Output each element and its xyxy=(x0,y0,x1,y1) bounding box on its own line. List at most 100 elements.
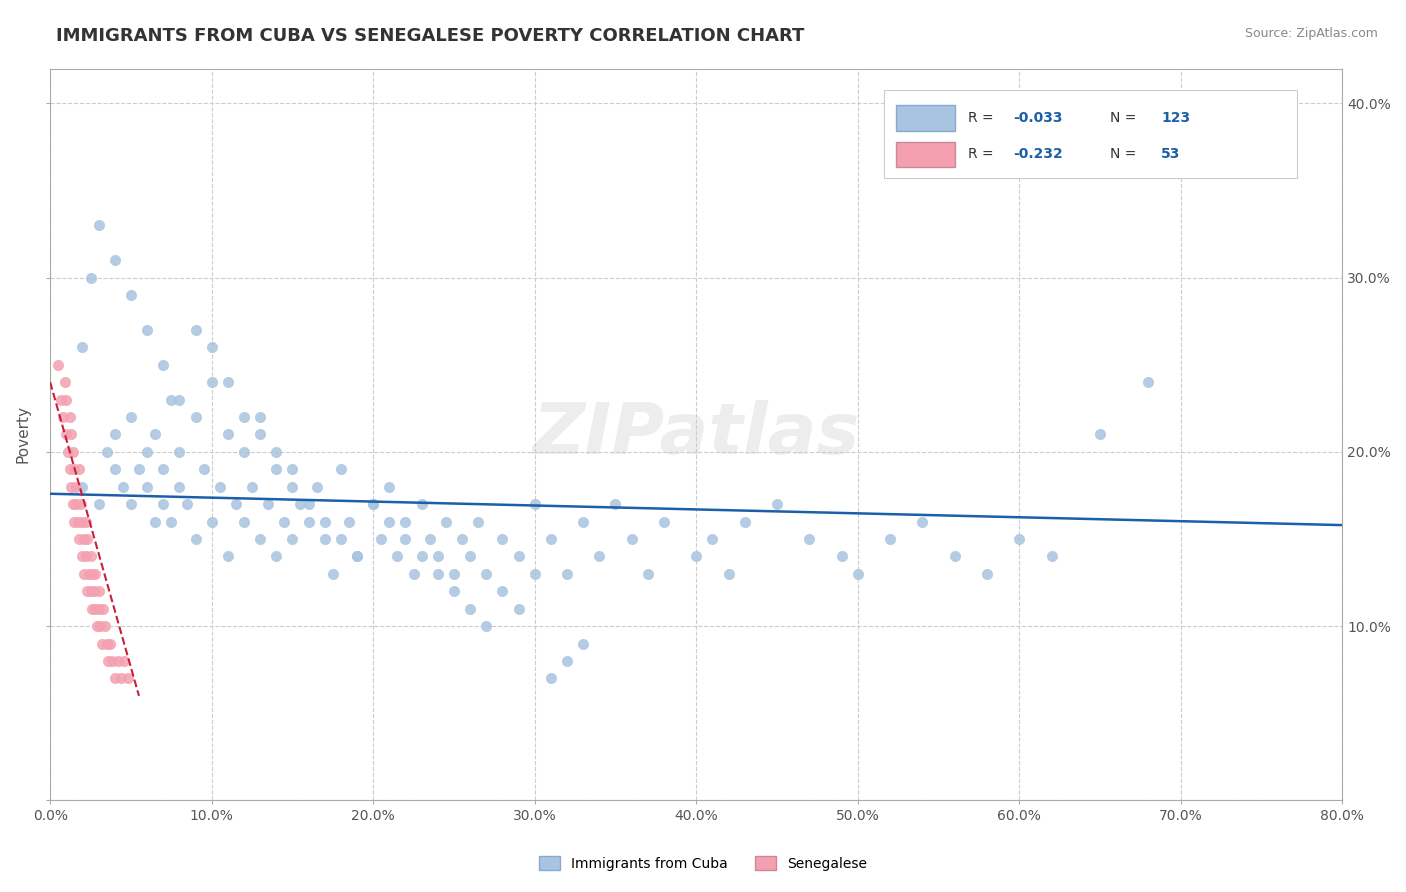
Point xyxy=(281,462,304,476)
Point xyxy=(297,515,319,529)
Point xyxy=(201,375,224,389)
Point xyxy=(82,566,104,581)
Point xyxy=(378,515,401,529)
Point xyxy=(75,549,97,564)
Point xyxy=(475,619,498,633)
Point xyxy=(176,497,198,511)
Point xyxy=(100,654,122,668)
Text: IMMIGRANTS FROM CUBA VS SENEGALESE POVERTY CORRELATION CHART: IMMIGRANTS FROM CUBA VS SENEGALESE POVER… xyxy=(56,27,804,45)
Point xyxy=(62,445,84,459)
Point xyxy=(79,270,101,285)
Point xyxy=(94,619,117,633)
Point xyxy=(911,515,934,529)
Point xyxy=(281,480,304,494)
Point xyxy=(63,462,86,476)
Point xyxy=(217,375,239,389)
Point xyxy=(1008,532,1031,546)
Point xyxy=(346,549,368,564)
Point xyxy=(943,549,966,564)
Point xyxy=(346,549,368,564)
Point xyxy=(160,392,183,407)
Point xyxy=(76,532,98,546)
Point xyxy=(976,566,998,581)
Point xyxy=(717,566,740,581)
Point xyxy=(508,549,530,564)
Point xyxy=(419,532,441,546)
Point xyxy=(128,462,150,476)
Text: Source: ZipAtlas.com: Source: ZipAtlas.com xyxy=(1244,27,1378,40)
Point xyxy=(411,497,433,511)
Point xyxy=(685,549,707,564)
Point xyxy=(96,637,118,651)
Point xyxy=(87,497,110,511)
Point xyxy=(201,515,224,529)
Point xyxy=(111,480,134,494)
Point xyxy=(394,532,416,546)
Point xyxy=(588,549,610,564)
Point xyxy=(110,672,132,686)
Point xyxy=(143,515,166,529)
Point xyxy=(58,410,80,425)
Point xyxy=(249,410,271,425)
Point xyxy=(136,480,159,494)
Point xyxy=(249,532,271,546)
Point xyxy=(523,566,546,581)
Point xyxy=(491,584,513,599)
Point xyxy=(361,497,384,511)
Point xyxy=(879,532,901,546)
Point xyxy=(540,672,562,686)
Point xyxy=(66,515,89,529)
Point xyxy=(120,497,142,511)
Point xyxy=(169,392,191,407)
Point xyxy=(233,515,256,529)
Point xyxy=(555,566,578,581)
Point xyxy=(73,566,96,581)
Point xyxy=(76,584,98,599)
Point xyxy=(831,549,853,564)
Point xyxy=(370,532,392,546)
Point xyxy=(120,288,142,302)
FancyBboxPatch shape xyxy=(897,142,955,168)
Point xyxy=(799,532,821,546)
Point xyxy=(572,515,595,529)
Point xyxy=(1137,375,1160,389)
Point xyxy=(72,515,94,529)
Point xyxy=(402,566,425,581)
Text: -0.033: -0.033 xyxy=(1012,111,1063,125)
Point xyxy=(60,427,83,442)
Point xyxy=(297,497,319,511)
Point xyxy=(90,637,112,651)
Point xyxy=(217,427,239,442)
Point xyxy=(273,515,295,529)
Point xyxy=(314,515,336,529)
Point xyxy=(143,427,166,442)
Point xyxy=(98,637,121,651)
FancyBboxPatch shape xyxy=(897,105,955,131)
Point xyxy=(637,566,659,581)
Point xyxy=(329,462,352,476)
FancyBboxPatch shape xyxy=(883,90,1298,178)
Point xyxy=(264,445,287,459)
Point xyxy=(846,566,869,581)
Point xyxy=(79,584,101,599)
Point xyxy=(60,480,83,494)
Point xyxy=(89,619,111,633)
Point xyxy=(72,549,94,564)
Text: 123: 123 xyxy=(1161,111,1191,125)
Point xyxy=(46,358,69,372)
Point xyxy=(451,532,474,546)
Point xyxy=(217,549,239,564)
Point xyxy=(305,480,328,494)
Point xyxy=(184,323,207,337)
Point xyxy=(104,672,127,686)
Text: R =: R = xyxy=(967,147,997,161)
Point xyxy=(96,445,118,459)
Point xyxy=(107,654,129,668)
Point xyxy=(605,497,627,511)
Point xyxy=(136,323,159,337)
Y-axis label: Poverty: Poverty xyxy=(15,406,30,464)
Point xyxy=(329,532,352,546)
Point xyxy=(264,462,287,476)
Point xyxy=(58,462,80,476)
Point xyxy=(555,654,578,668)
